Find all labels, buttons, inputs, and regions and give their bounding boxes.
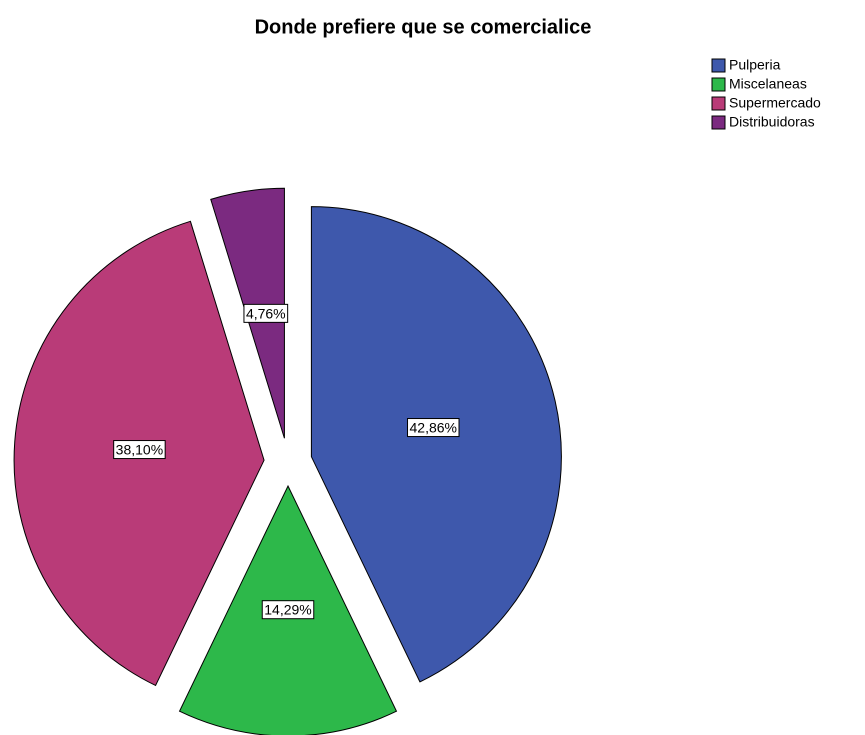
value-label: 14,29% <box>264 602 311 618</box>
chart-title: Donde prefiere que se comercialice <box>255 16 592 38</box>
legend-label: Miscelaneas <box>729 76 807 92</box>
value-label-box <box>243 303 289 323</box>
legend-label: Pulperia <box>729 57 781 73</box>
value-label: 38,10% <box>116 442 163 458</box>
legend-swatch <box>711 96 726 111</box>
value-label-box <box>261 600 315 620</box>
pie-slice <box>310 206 562 683</box>
legend-label: Supermercado <box>729 95 821 111</box>
value-label: 42,86% <box>410 420 457 436</box>
value-label-box <box>407 418 460 438</box>
legend-swatch <box>711 58 726 73</box>
value-label: 4,76% <box>246 305 286 321</box>
legend-label: Distribuidoras <box>729 114 815 130</box>
value-label-box <box>113 440 166 460</box>
legend-swatch <box>711 115 726 130</box>
legend-swatch <box>711 77 726 92</box>
